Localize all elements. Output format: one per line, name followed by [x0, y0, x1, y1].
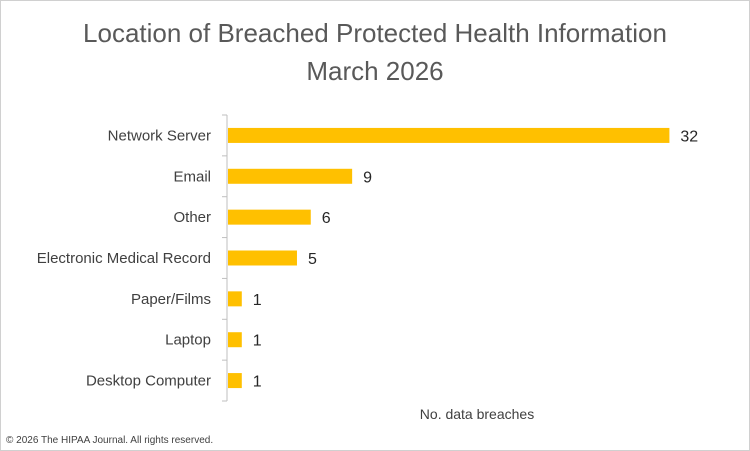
bar: [228, 209, 311, 225]
value-labels: 32 9 6 5 1 1 1: [253, 128, 699, 390]
bar-series: [228, 127, 670, 389]
chart-subtitle: March 2026: [306, 56, 444, 86]
category-label: Desktop Computer: [86, 373, 211, 390]
bar: [228, 291, 242, 307]
x-axis-label: No. data breaches: [420, 406, 534, 422]
category-labels: Network Server Email Other Electronic Medic…: [37, 127, 211, 389]
category-label: Network Server: [108, 127, 211, 144]
category-label: Electronic Medical Record: [37, 250, 211, 267]
bar: [228, 373, 242, 389]
y-axis-ticks: [222, 114, 227, 402]
value-label: 1: [253, 292, 262, 309]
category-label: Email: [173, 168, 211, 185]
category-label: Other: [173, 209, 211, 226]
category-label: Paper/Films: [131, 291, 211, 308]
bar: [228, 168, 353, 184]
category-label: Laptop: [165, 332, 211, 349]
value-label: 32: [680, 128, 698, 145]
value-label: 1: [253, 374, 262, 391]
bar: [228, 250, 297, 266]
copyright-notice: © 2026 The HIPAA Journal. All rights res…: [6, 435, 214, 446]
chart-title: Location of Breached Protected Health In…: [83, 18, 667, 48]
value-label: 5: [308, 251, 317, 268]
value-label: 6: [322, 210, 331, 227]
value-label: 1: [253, 333, 262, 350]
bar: [228, 332, 242, 348]
value-label: 9: [363, 169, 372, 186]
bar: [228, 127, 670, 143]
